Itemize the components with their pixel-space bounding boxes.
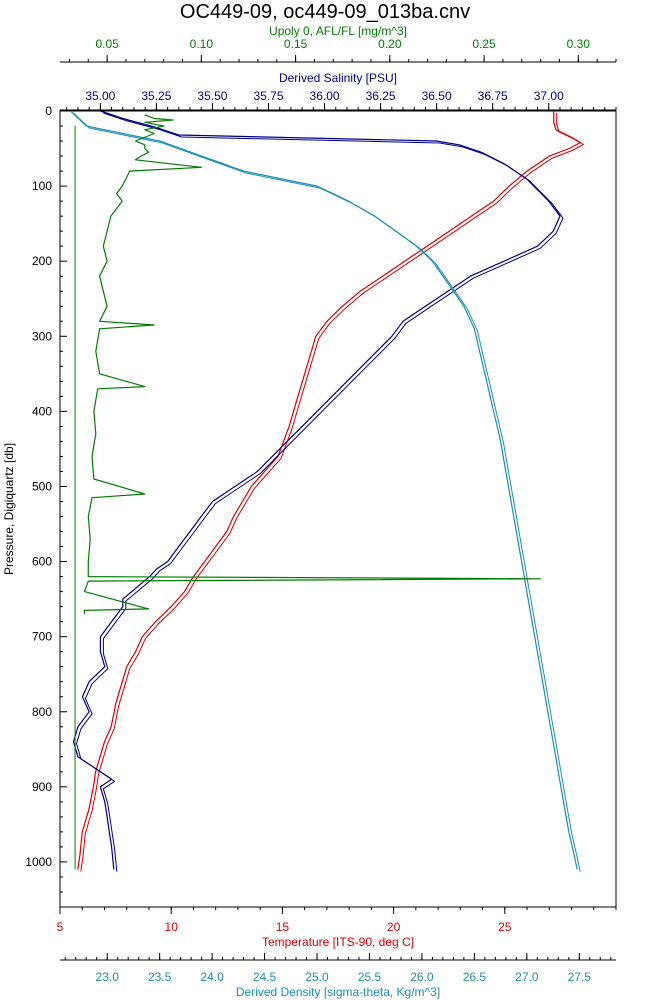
temperature-line [77,111,582,870]
fluorescence-axis-label: Upoly 0, AFL/FL [mg/m^3] [269,24,407,38]
salinity-tick-label: 35.75 [253,89,283,103]
density-series [70,110,581,872]
temperature-axis-label: Temperature [ITS-90, deg C] [262,935,414,949]
density-tick-label: 23.5 [148,970,172,984]
density-axis-label: Derived Density [sigma-theta, Kg/m^3] [236,985,440,999]
fluorescence-line [83,114,542,615]
chart-title: OC449-09, oc449-09_013ba.cnv [180,1,470,23]
salinity-tick-label: 35.25 [141,89,171,103]
salinity-series [72,110,564,872]
salinity-tick-label: 36.25 [366,89,396,103]
density-tick-label: 26.0 [410,970,434,984]
fluorescence-tick-label: 0.05 [95,37,119,51]
pressure-axis: 0 100 200 300 400 500 600 700 800 900 1000 [25,104,67,908]
fluorescence-tick-label: 0.15 [284,37,308,51]
temperature-tick-label: 20 [387,920,401,934]
salinity-tick-label: 35.00 [85,89,115,103]
pressure-tick-label: 400 [32,404,52,418]
density-tick-label: 27.0 [515,970,539,984]
density-line [70,110,578,870]
density-tick-label: 26.5 [463,970,487,984]
pressure-tick-label: 700 [32,630,52,644]
temperature-axis: 5 10 15 20 25 [57,906,617,934]
pressure-axis-label: Pressure, Digiquartz [db] [2,443,16,575]
density-axis: 23.0 23.5 24.0 24.5 25.0 25.5 26.0 26.5 27.0 27.5 [60,953,616,984]
salinity-line [72,110,561,870]
salinity-tick-label: 36.75 [478,89,508,103]
temperature-tick-label: 25 [498,920,512,934]
pressure-tick-label: 100 [32,179,52,193]
pressure-tick-label: 600 [32,555,52,569]
salinity-tick-label: 35.50 [197,89,227,103]
salinity-axis: 35.00 35.25 35.50 35.75 36.00 36.25 36.50 36.75… [60,89,617,111]
pressure-tick-label: 200 [32,254,52,268]
density-tick-label: 25.5 [358,970,382,984]
temperature-tick-label: 5 [57,920,64,934]
density-secondary-line [73,112,581,872]
pressure-tick-label: 900 [32,780,52,794]
plot-frame [59,110,617,908]
fluorescence-tick-label: 0.20 [378,37,402,51]
fluorescence-axis: 0.05 0.10 0.15 0.20 0.25 0.30 [60,37,617,63]
fluorescence-tick-label: 0.25 [472,37,496,51]
density-tick-label: 24.5 [253,970,277,984]
temperature-series [77,111,584,872]
salinity-axis-label: Derived Salinity [PSU] [279,71,397,85]
density-tick-label: 23.0 [96,970,120,984]
pressure-tick-label: 1000 [25,855,52,869]
pressure-tick-label: 800 [32,705,52,719]
fluorescence-series [74,114,542,870]
salinity-tick-label: 36.50 [422,89,452,103]
salinity-tick-label: 37.00 [534,89,564,103]
density-tick-label: 24.0 [200,970,224,984]
density-tick-label: 25.0 [305,970,329,984]
salinity-secondary-line [76,112,564,872]
pressure-tick-label: 300 [32,329,52,343]
pressure-tick-label: 500 [32,479,52,493]
pressure-tick-label: 0 [45,104,52,118]
fluorescence-tick-label: 0.30 [567,37,591,51]
temperature-tick-label: 10 [165,920,179,934]
density-tick-label: 27.5 [568,970,592,984]
temperature-secondary-line [80,113,584,872]
temperature-tick-label: 15 [276,920,290,934]
series-layer [70,110,584,872]
fluorescence-tick-label: 0.10 [190,37,214,51]
salinity-tick-label: 36.00 [310,89,340,103]
